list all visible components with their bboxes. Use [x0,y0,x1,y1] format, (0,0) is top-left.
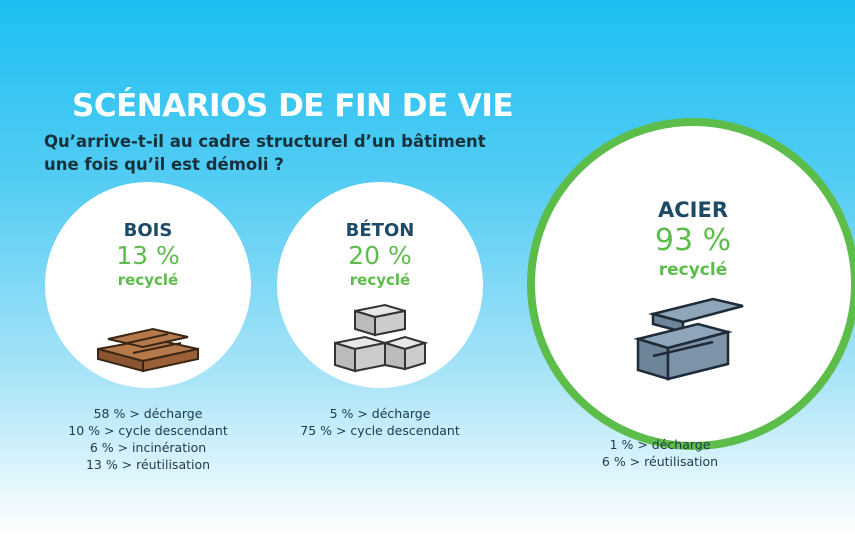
detail-line: 6 % > réutilisation [601,454,719,469]
page-subtitle: Qu’arrive-t-il au cadre structurel d’un … [44,132,486,174]
steel-card: ACIER 93 % recyclé [527,118,855,450]
detail-line: 13 % > réutilisation [85,457,211,472]
concrete-blocks-icon [334,303,429,373]
concrete-details: 5 % > décharge 75 % > cycle descendant [280,405,480,439]
recycled-label: recyclé [349,271,411,289]
recycled-label: recyclé [117,271,179,289]
detail-line: 75 % > cycle descendant [300,423,460,438]
recycled-percent: 20 % [348,241,412,270]
detail-line: 58 % > décharge [93,406,203,421]
material-name: BÉTON [345,220,415,241]
concrete-card: BÉTON 20 % recyclé [277,182,483,388]
wood-planks-icon [97,327,199,373]
recycled-percent: 13 % [116,241,180,270]
wood-card: BOIS 13 % recyclé [45,182,251,388]
material-name: BOIS [123,220,173,241]
detail-line: 10 % > cycle descendant [68,423,228,438]
detail-line: 1 % > décharge [609,437,711,452]
steel-beams-icon [633,297,744,381]
page-title: SCÉNARIOS DE FIN DE VIE [72,88,514,124]
material-name: ACIER [658,198,728,222]
detail-line: 6 % > incinération [89,440,207,455]
steel-details: 1 % > décharge 6 % > réutilisation [560,436,760,470]
detail-line: 5 % > décharge [329,406,431,421]
recycled-percent: 93 % [654,223,732,258]
wood-details: 58 % > décharge 10 % > cycle descendant … [48,405,248,473]
recycled-label: recyclé [658,260,728,280]
